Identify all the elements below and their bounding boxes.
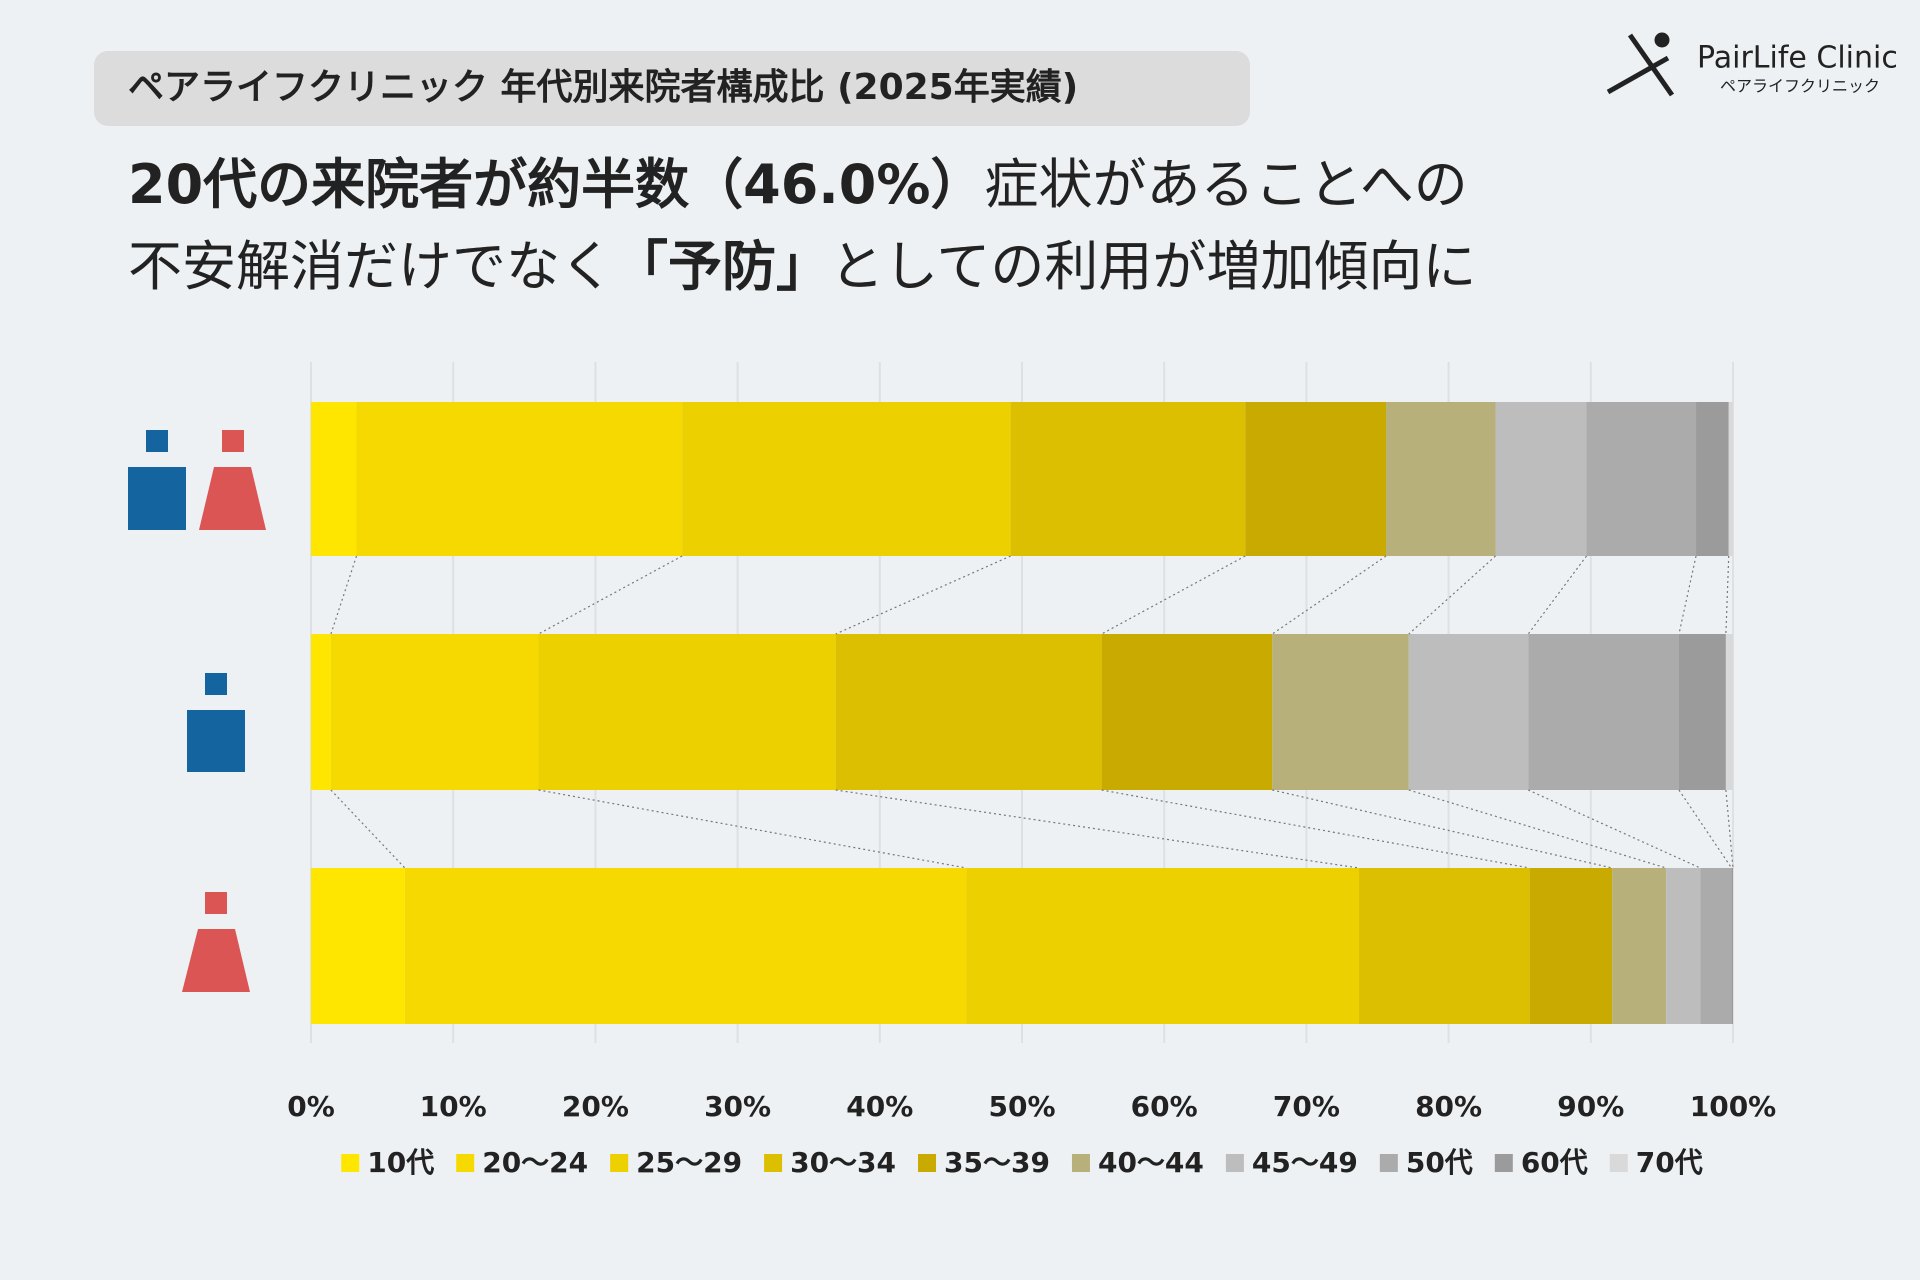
bar-segment (1359, 868, 1530, 1024)
connector (1725, 555, 1730, 635)
headline-part: 不安解消だけでなく (128, 235, 614, 298)
bar-segment (1725, 634, 1733, 790)
connector (835, 789, 1360, 869)
title-badge (94, 51, 1250, 126)
x-tick-label: 20% (562, 1090, 629, 1123)
icon-male (187, 673, 245, 772)
bar-segment (1101, 634, 1273, 790)
bar-segment (330, 634, 539, 790)
bar-segment (1529, 868, 1613, 1024)
connector (1678, 789, 1733, 869)
bar-segment (835, 634, 1102, 790)
bar-segment (966, 868, 1360, 1024)
bar-segment (1612, 868, 1667, 1024)
x-tick-label: 60% (1131, 1090, 1198, 1123)
legend-swatch (610, 1154, 629, 1172)
x-tick-label: 70% (1273, 1090, 1340, 1123)
x-tick-label: 90% (1557, 1090, 1624, 1123)
connector (1272, 789, 1613, 869)
connector (1725, 789, 1734, 869)
connector (330, 555, 358, 635)
legend-swatch (1225, 1154, 1244, 1172)
logo-name: PairLife Clinic (1697, 41, 1898, 76)
bar-segment (1386, 402, 1496, 556)
bar-segment (356, 402, 683, 556)
connector (1678, 555, 1697, 635)
bar-segment (404, 868, 967, 1024)
logo-sub: ペアライフクリニック (1720, 77, 1880, 96)
bar-segment (311, 868, 405, 1024)
legend-label: 10代 (367, 1146, 434, 1179)
x-tick-label: 50% (988, 1090, 1055, 1123)
legend-label: 35～39 (944, 1146, 1050, 1179)
logo-mark (1606, 32, 1675, 97)
bar-segment (538, 634, 836, 790)
icon-all (128, 430, 266, 530)
bar-segment (682, 402, 1011, 556)
bar-segment (1528, 634, 1679, 790)
x-tick-label: 40% (846, 1090, 913, 1123)
bar-segment (311, 634, 331, 790)
legend-label: 30～34 (790, 1146, 896, 1179)
connector (1527, 789, 1701, 869)
legend-swatch (764, 1154, 783, 1172)
legend-swatch (1379, 1154, 1398, 1172)
connector (835, 555, 1011, 635)
headline-line: 20代の来院者が約半数（46.0%）症状があることへの (128, 153, 1468, 216)
connector (1527, 555, 1588, 635)
bar-segment (1678, 634, 1726, 790)
headline-part: としての利用が増加傾向に (830, 235, 1476, 298)
bar-segment (311, 402, 357, 556)
legend-swatch (1071, 1154, 1090, 1172)
headline-part: 症状があることへの (984, 153, 1467, 216)
legend-swatch (1609, 1154, 1628, 1172)
legend-label: 40～44 (1098, 1146, 1204, 1179)
legend-swatch (341, 1154, 360, 1172)
badge-text: ペアライフクリニック 年代別来院者構成比 (2025年実績) (128, 67, 1078, 108)
bar-segment (1245, 402, 1387, 556)
bar-segment (1728, 402, 1733, 556)
headline-line: 不安解消だけでなく「予防」としての利用が増加傾向に (128, 235, 1476, 298)
bar-segment (1666, 868, 1701, 1024)
connector (1101, 555, 1246, 635)
legend-label: 20～24 (482, 1146, 588, 1179)
legend-label: 70代 (1636, 1146, 1703, 1179)
bar-segment (1010, 402, 1246, 556)
bar-segment (1696, 402, 1729, 556)
connector (538, 555, 683, 635)
legend-swatch (918, 1154, 937, 1172)
legend: 10代 20～24 25～29 30～34 35～39 40～44 45～49 50代 60代 7… (341, 1146, 1703, 1179)
bar-segment (1495, 402, 1587, 556)
legend-label: 45～49 (1252, 1146, 1358, 1179)
legend-swatch (456, 1154, 475, 1172)
headline-part: 「予防」 (614, 235, 830, 298)
x-tick-label: 0% (287, 1090, 335, 1123)
headline-part: 20代の来院者が約半数（46.0%） (128, 153, 984, 216)
bar-segment (1586, 402, 1697, 556)
legend-swatch (1494, 1154, 1513, 1172)
x-tick-label: 80% (1415, 1090, 1482, 1123)
x-tick-label: 100% (1690, 1090, 1777, 1123)
bar-segment (1700, 868, 1732, 1024)
bar-segment (1408, 634, 1529, 790)
x-tick-label: 30% (704, 1090, 771, 1123)
legend-label: 50代 (1406, 1146, 1473, 1179)
icon-female (182, 892, 250, 992)
bar-segment (1272, 634, 1409, 790)
legend-label: 60代 (1521, 1146, 1588, 1179)
x-tick-label: 10% (420, 1090, 487, 1123)
legend-label: 25～29 (636, 1146, 742, 1179)
bar-segment (1731, 868, 1733, 1024)
